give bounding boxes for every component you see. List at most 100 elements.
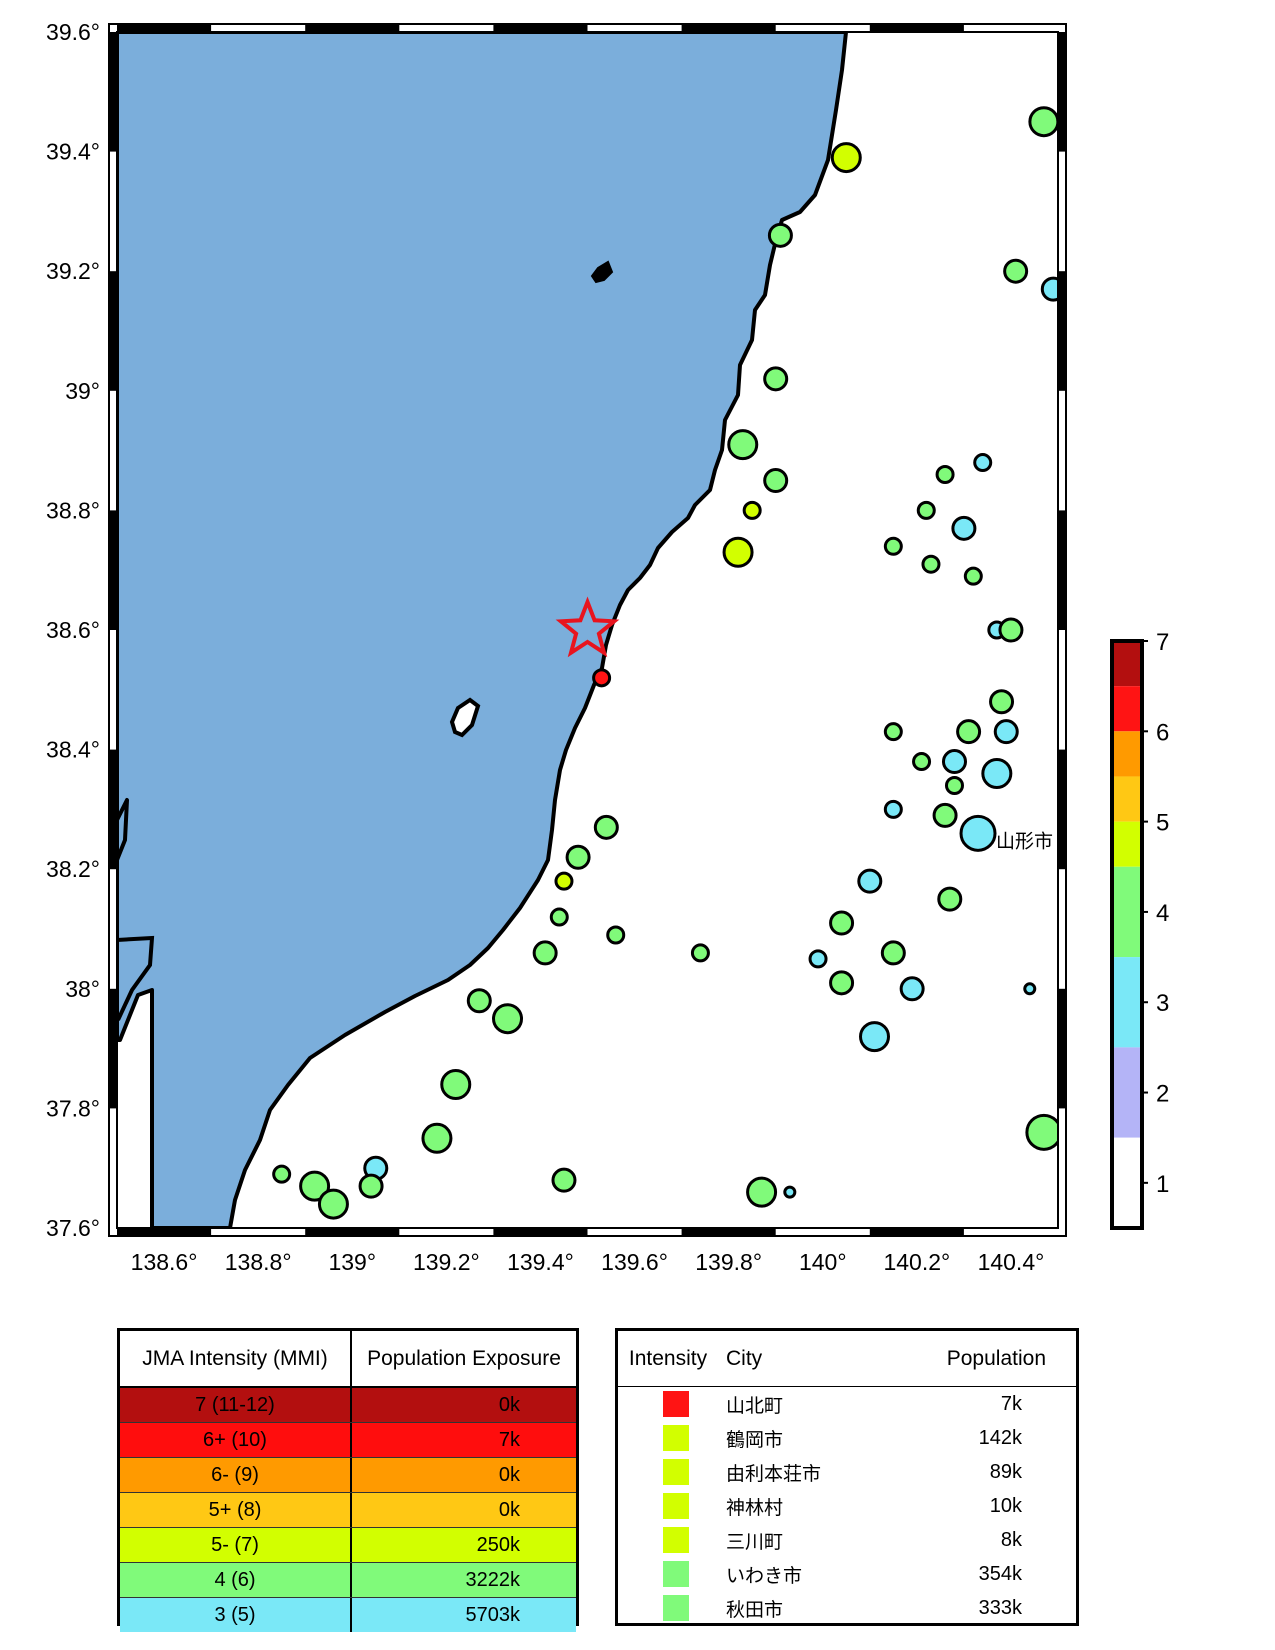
- latitude-tick-label: 39°: [65, 378, 100, 404]
- station-marker: [921, 554, 941, 574]
- table-header: JMA Intensity (MMI) Population Exposure: [120, 1331, 576, 1388]
- table-row: 3 (5) 5703k: [120, 1598, 576, 1632]
- station-marker: [783, 1185, 797, 1199]
- city-name: 秋田市: [726, 1598, 784, 1621]
- intensity-cell: 3 (5): [120, 1598, 352, 1632]
- exposure-cell: 7k: [498, 1428, 520, 1451]
- latitude-tick-label: 37.6°: [46, 1215, 100, 1241]
- colorbar-label: 5: [1156, 810, 1169, 837]
- station-marker: [937, 886, 963, 912]
- station-marker: [899, 976, 925, 1002]
- table-row: 4 (6) 3222k: [120, 1563, 576, 1598]
- latitude-tick-label: 38°: [65, 976, 100, 1002]
- latitude-tick-label: 39.2°: [46, 258, 100, 284]
- exposure-cell: 5703k: [465, 1603, 521, 1626]
- station-marker: [565, 844, 591, 870]
- station-marker: [727, 429, 759, 461]
- header-intensity: Intensity: [628, 1346, 708, 1370]
- exposure-cell: 0k: [498, 1393, 520, 1416]
- epicenter-star-icon: [555, 596, 620, 658]
- intensity-swatch: [663, 1459, 689, 1485]
- intensity-swatch: [663, 1595, 689, 1621]
- station-marker: [593, 814, 619, 840]
- table-row: 神林村 10k: [618, 1489, 1076, 1523]
- station-marker: [883, 722, 903, 742]
- longitude-tick-label: 139.8°: [695, 1249, 762, 1275]
- colorbar-label: 4: [1156, 900, 1169, 927]
- station-marker: [808, 949, 828, 969]
- longitude-tick-label: 139°: [328, 1249, 376, 1275]
- station-marker: [746, 1176, 778, 1208]
- station-marker: [763, 468, 789, 493]
- intensity-swatch: [663, 1561, 689, 1587]
- longitude-tick-label: 138.6°: [131, 1249, 198, 1275]
- city-name: 由利本荘市: [726, 1462, 822, 1485]
- longitude-tick-label: 139.6°: [601, 1249, 668, 1275]
- intensity-swatch: [663, 1493, 689, 1519]
- station-marker: [956, 719, 982, 745]
- city-population: 10k: [989, 1494, 1022, 1517]
- station-marker: [763, 366, 789, 392]
- longitude-tick-label: 140.4°: [978, 1249, 1045, 1275]
- station-marker: [951, 515, 977, 541]
- station-marker: [742, 500, 762, 520]
- latitude-tick-label: 38.2°: [46, 856, 100, 882]
- city-name: 三川町: [726, 1530, 784, 1553]
- island-tobishima: [590, 260, 614, 284]
- station-marker: [606, 925, 626, 945]
- table-header: Intensity City Population: [618, 1331, 1076, 1387]
- table-row: 三川町 8k: [618, 1523, 1076, 1557]
- table-row: 6- (9) 0k: [120, 1458, 576, 1493]
- latitude-tick-label: 37.8°: [46, 1095, 100, 1121]
- city-population: 89k: [989, 1460, 1022, 1483]
- colorbar-band: [1112, 686, 1142, 732]
- station-marker: [272, 1164, 292, 1184]
- station-marker: [963, 566, 983, 586]
- intensity-cell: 5+ (8): [120, 1493, 352, 1527]
- colorbar-band: [1112, 957, 1142, 1048]
- station-marker: [941, 749, 967, 775]
- station-marker: [551, 1167, 577, 1193]
- island-awashima: [449, 697, 481, 738]
- station-marker: [1028, 106, 1058, 138]
- station-marker: [722, 536, 754, 568]
- intensity-cell: 5- (7): [120, 1528, 352, 1562]
- longitude-tick-label: 140°: [799, 1249, 847, 1275]
- longitude-tick-label: 138.8°: [225, 1249, 292, 1275]
- station-marker: [883, 536, 903, 556]
- latitude-tick-label: 38.4°: [46, 737, 100, 763]
- exposure-cell: 3222k: [465, 1568, 521, 1591]
- table-row: 5+ (8) 0k: [120, 1493, 576, 1528]
- station-marker: [492, 1003, 524, 1035]
- station-marker: [993, 719, 1019, 745]
- table-row: 7 (11-12) 0k: [120, 1388, 576, 1423]
- station-marker: [1040, 276, 1058, 302]
- city-population: 8k: [1000, 1528, 1022, 1551]
- table-row: 秋田市 333k: [618, 1591, 1076, 1625]
- intensity-swatch: [663, 1391, 689, 1417]
- latitude-tick-label: 39.6°: [46, 19, 100, 45]
- station-marker: [440, 1068, 472, 1100]
- station-marker: [857, 868, 883, 894]
- station-marker: [299, 1170, 331, 1202]
- intensity-cell: 6- (9): [120, 1458, 352, 1492]
- coastline-south: [117, 935, 155, 1021]
- station-marker: [1003, 258, 1029, 284]
- station-marker: [880, 940, 906, 966]
- intensity-swatch: [663, 1425, 689, 1451]
- exposure-cell: 250k: [476, 1533, 520, 1556]
- exposure-cell: 0k: [498, 1498, 520, 1521]
- station-marker: [944, 775, 964, 795]
- intensity-cell: 4 (6): [120, 1563, 352, 1597]
- station-marker: [532, 940, 558, 966]
- station-marker: [466, 988, 492, 1014]
- station-marker: [932, 802, 958, 828]
- station-marker: [1025, 1113, 1058, 1151]
- table-row: 山北町 7k: [618, 1387, 1076, 1421]
- station-marker: [973, 453, 993, 473]
- station-marker: [829, 970, 855, 996]
- colorbar-label: 1: [1156, 1171, 1169, 1198]
- colorbar-band: [1112, 821, 1142, 867]
- colorbar-label: 3: [1156, 990, 1169, 1017]
- city-name: 鶴岡市: [726, 1428, 784, 1451]
